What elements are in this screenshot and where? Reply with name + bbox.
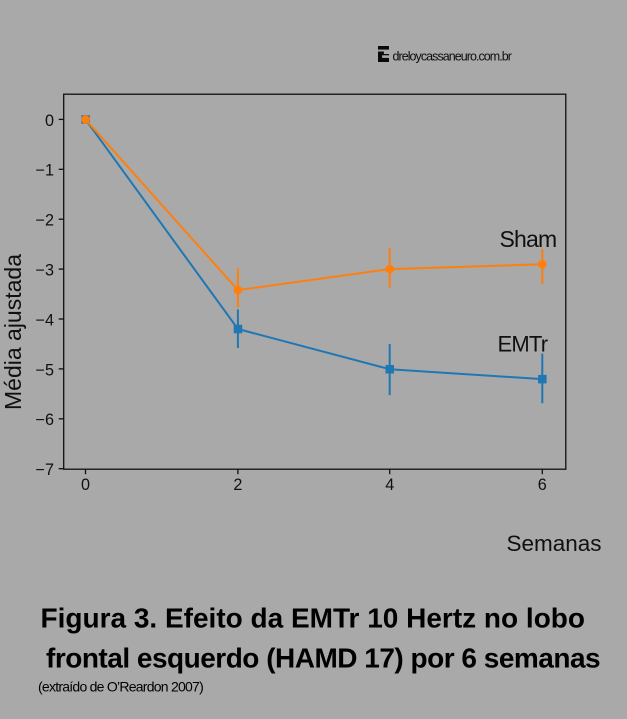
svg-text:2: 2 (233, 476, 242, 494)
svg-text:−6: −6 (36, 411, 54, 429)
svg-text:EMTr: EMTr (498, 332, 548, 357)
svg-text:6: 6 (538, 476, 547, 494)
svg-text:Sham: Sham (500, 226, 557, 252)
svg-text:−3: −3 (36, 262, 54, 280)
svg-text:4: 4 (385, 476, 394, 494)
svg-text:frontal esquerdo (HAMD 17) por: frontal esquerdo (HAMD 17) por 6 semanas (46, 643, 600, 674)
svg-text:dreloycassaneuro.com.br: dreloycassaneuro.com.br (393, 49, 512, 63)
svg-text:−1: −1 (36, 162, 54, 180)
svg-text:Figura 3. Efeito da EMTr 10 He: Figura 3. Efeito da EMTr 10 Hertz no lob… (41, 603, 586, 634)
svg-text:(extraído de O’Reardon 2007): (extraído de O’Reardon 2007) (38, 679, 203, 695)
svg-text:−7: −7 (36, 461, 54, 479)
svg-text:0: 0 (45, 112, 54, 130)
svg-text:0: 0 (81, 476, 90, 494)
svg-text:−4: −4 (36, 311, 54, 329)
svg-text:−2: −2 (36, 212, 54, 230)
svg-text:Semanas: Semanas (506, 531, 601, 556)
svg-text:−5: −5 (36, 361, 54, 379)
svg-text:Média ajustada: Média ajustada (0, 254, 26, 410)
